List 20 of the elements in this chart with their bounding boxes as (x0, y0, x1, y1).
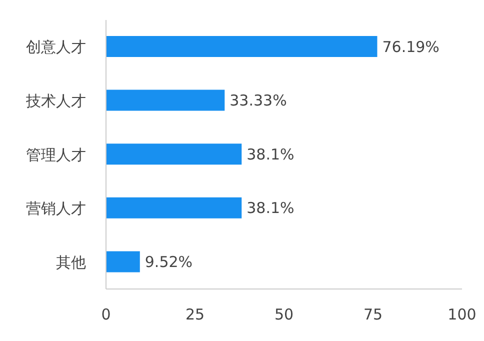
data-label: 33.33% (230, 92, 287, 110)
y-tick-label: 创意人才 (26, 38, 86, 56)
bar (106, 36, 378, 57)
x-tick-label: 0 (101, 306, 111, 324)
x-tick-label: 75 (363, 306, 383, 324)
bar (106, 251, 140, 272)
y-tick-label: 技术人才 (25, 92, 86, 110)
data-label: 38.1% (246, 199, 294, 218)
data-label: 76.19% (382, 38, 440, 56)
bar (106, 144, 242, 165)
bar (106, 90, 225, 111)
y-tick-label: 管理人才 (26, 146, 86, 164)
data-label: 38.1% (246, 145, 294, 164)
x-tick-label: 25 (185, 306, 205, 324)
y-tick-label: 其他 (56, 253, 86, 272)
data-label: 9.52% (144, 253, 193, 272)
y-tick-label: 营销人才 (26, 200, 86, 218)
bar (106, 197, 242, 218)
x-tick-label: 100 (448, 306, 476, 324)
x-tick-label: 50 (274, 306, 294, 324)
